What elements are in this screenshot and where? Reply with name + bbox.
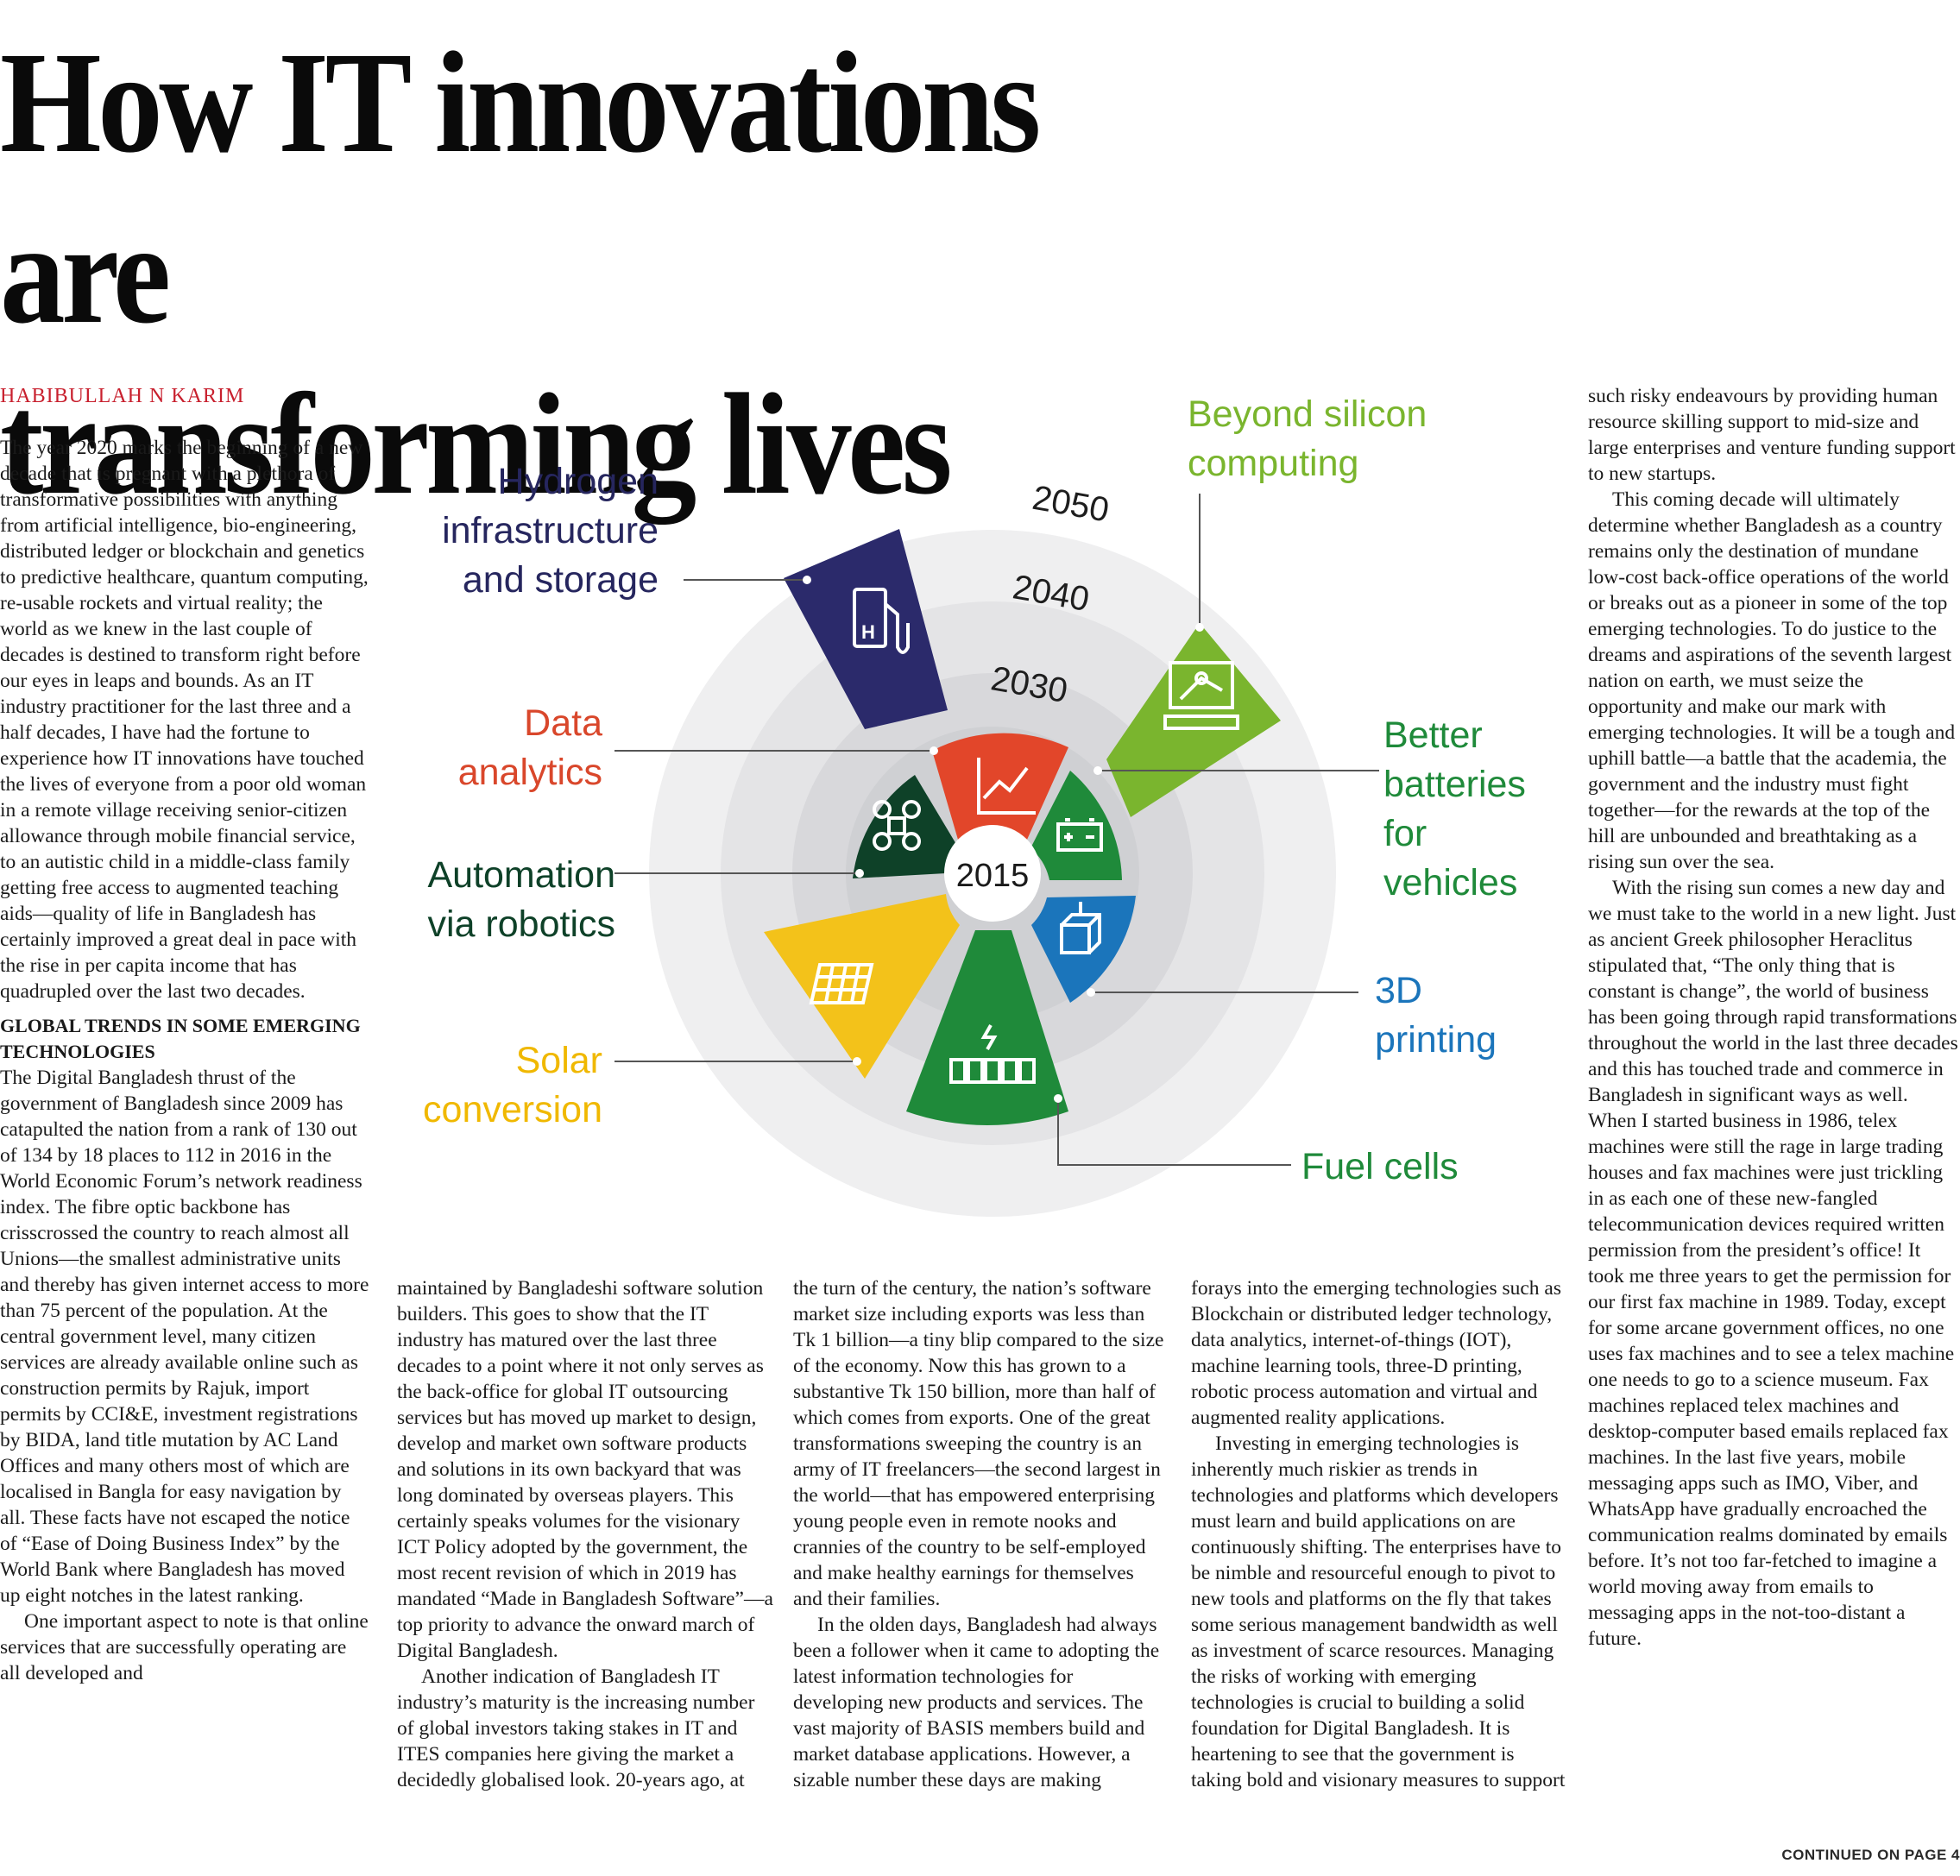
label-solar-line: Solar <box>516 1040 602 1081</box>
headline-line-2: transforming lives <box>0 364 953 525</box>
paragraph: In the olden days, Bangladesh had always… <box>793 1614 1160 1791</box>
paragraph: such risky endeavours by providing human… <box>1588 385 1956 485</box>
column-4: forays into the emerging technologies su… <box>1191 1275 1566 1793</box>
paragraph: This coming decade will ultimately deter… <box>1588 488 1956 873</box>
paragraph: Another indication of Bangladesh IT indu… <box>397 1665 755 1791</box>
sector-3d-printing <box>1031 896 1136 1003</box>
label-3d-printing: 3D printing <box>1375 970 1497 1061</box>
continued-on-page-link[interactable]: CONTINUED ON PAGE 4 <box>1781 1847 1960 1863</box>
fuel-cell-icon <box>949 1024 1036 1084</box>
h2-label: H <box>861 621 875 643</box>
label-automation-line: via robotics <box>428 903 615 945</box>
battery-icon <box>1056 818 1103 852</box>
label-data-analytics: Data analytics <box>458 702 602 793</box>
label-batteries: Better batteries for vehicles <box>1383 715 1526 903</box>
center-circle <box>944 825 1041 922</box>
column-2: maintained by Bangladeshi software solut… <box>397 1275 775 1793</box>
center-year: 2015 <box>956 858 1030 894</box>
sector-hydrogen <box>784 529 948 729</box>
drone-icon <box>873 800 921 851</box>
label-automation-line: Automation <box>427 854 615 896</box>
label-hydrogen: Hydrogen infrastructure and storage <box>442 461 659 601</box>
paragraph: The year 2020 marks the beginning of a n… <box>0 437 369 1003</box>
paragraph: Investing in emerging technologies is in… <box>1191 1432 1566 1791</box>
ring-year-2050: 2050 <box>1030 479 1112 530</box>
computer-network-icon <box>1163 661 1239 730</box>
paragraph: forays into the emerging technologies su… <box>1191 1277 1561 1429</box>
solar-panel-icon <box>809 963 874 1004</box>
label-batteries-line: Better <box>1383 715 1483 756</box>
label-fuel-line: Fuel cells <box>1301 1146 1459 1187</box>
label-hydrogen-line: and storage <box>463 559 659 601</box>
label-batteries-line: vehicles <box>1383 862 1517 903</box>
label-batteries-line: for <box>1383 813 1427 854</box>
paragraph: the turn of the century, the nation’s so… <box>793 1277 1164 1610</box>
paragraph: maintained by Bangladeshi software solut… <box>397 1277 773 1662</box>
label-3d-line: printing <box>1375 1019 1497 1061</box>
label-batteries-line: batteries <box>1383 764 1526 805</box>
sector-beyond-silicon <box>1106 623 1281 817</box>
label-beyond-line: computing <box>1188 443 1358 484</box>
paragraph: With the rising sun comes a new day and … <box>1588 877 1958 1650</box>
paragraph: The Digital Bangladesh thrust of the gov… <box>0 1067 369 1607</box>
label-hydrogen-line: infrastructure <box>442 510 659 551</box>
label-beyond-line: Beyond silicon <box>1188 393 1427 435</box>
leader-lines <box>614 494 1379 1166</box>
label-automation: Automation via robotics <box>427 854 615 945</box>
byline: HABIBULLAH N KARIM <box>0 385 245 407</box>
paragraph: One important aspect to note is that onl… <box>0 1610 369 1684</box>
leader-dots <box>803 576 1204 1103</box>
label-data-line: Data <box>524 702 602 744</box>
hydrogen-pump-icon <box>853 588 910 654</box>
label-fuel-cells: Fuel cells <box>1301 1146 1459 1187</box>
section-heading: GLOBAL TRENDS IN SOME EMERGING TECHNOLOG… <box>0 1015 361 1062</box>
growth-chart-icon <box>977 758 1036 815</box>
column-5: such risky endeavours by providing human… <box>1588 383 1960 1652</box>
headline: How IT innovations are transforming live… <box>0 17 1165 530</box>
label-data-line: analytics <box>458 752 602 793</box>
leader-fuel <box>1057 1099 1291 1166</box>
column-1: The year 2020 marks the beginning of a n… <box>0 435 369 1686</box>
label-beyond-silicon: Beyond silicon computing <box>1188 393 1427 484</box>
headline-line-1: How IT innovations are <box>0 22 1041 354</box>
sector-solar <box>764 894 960 1079</box>
label-3d-line: 3D <box>1375 970 1422 1011</box>
label-hydrogen-line: Hydrogen <box>498 461 659 502</box>
column-3: the turn of the century, the nation’s so… <box>793 1275 1166 1793</box>
3d-cube-icon <box>1060 902 1101 954</box>
label-solar: Solar conversion <box>423 1040 602 1130</box>
label-solar-line: conversion <box>423 1089 602 1130</box>
